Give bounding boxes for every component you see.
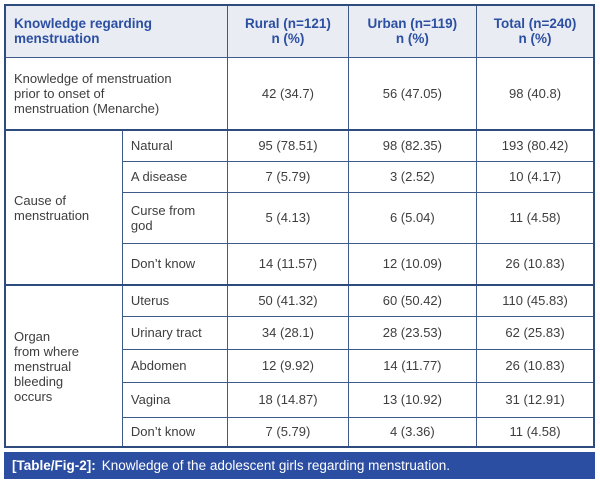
row-label-dont-know-cause: Don’t know	[121, 242, 229, 286]
column-header-rural: Rural (n=121) n (%)	[227, 4, 349, 58]
row-label-a-disease: A disease	[121, 160, 229, 193]
cell-total: 11 (4.58)	[476, 416, 595, 448]
cell-total: 26 (10.83)	[476, 348, 595, 383]
row-label-vagina: Vagina	[121, 381, 229, 418]
cell-urban: 3 (2.52)	[347, 160, 478, 193]
cell-rural: 12 (9.92)	[227, 348, 349, 383]
row-label-abdomen: Abdomen	[121, 348, 229, 383]
row-label-natural: Natural	[121, 129, 229, 162]
cell-rural: 95 (78.51)	[227, 129, 349, 162]
row-label-dont-know-organ: Don’t know	[121, 416, 229, 448]
row-label-urinary-tract: Urinary tract	[121, 315, 229, 350]
cell-rural: 5 (4.13)	[227, 191, 349, 244]
cell-rural: 7 (5.79)	[227, 416, 349, 448]
figure-caption: [Table/Fig-2]: Knowledge of the adolesce…	[4, 452, 595, 479]
cell-total: 62 (25.83)	[476, 315, 595, 350]
table-row: Don’t know 7 (5.79) 4 (3.36) 11 (4.58)	[5, 416, 595, 448]
cell-total: 11 (4.58)	[476, 191, 595, 244]
group-label-organ: Organ from where menstrual bleeding occu…	[4, 284, 123, 448]
cell-urban: 60 (50.42)	[347, 284, 478, 317]
column-header-total: Total (n=240) n (%)	[476, 4, 595, 58]
cell-total: 110 (45.83)	[476, 284, 595, 317]
cell-urban: 6 (5.04)	[347, 191, 478, 244]
cell-rural: 50 (41.32)	[227, 284, 349, 317]
row-label-curse-from-god: Curse from god	[121, 191, 229, 244]
table-row: Urinary tract 34 (28.1) 28 (23.53) 62 (2…	[5, 315, 595, 350]
cell-urban: 4 (3.36)	[347, 416, 478, 448]
table-row: Knowledge of menstruation prior to onset…	[4, 56, 595, 131]
cell-rural: 18 (14.87)	[227, 381, 349, 418]
cell-rural: 7 (5.79)	[227, 160, 349, 193]
cell-urban: 98 (82.35)	[347, 129, 478, 162]
cell-total: 31 (12.91)	[476, 381, 595, 418]
group-label-cause: Cause of menstruation	[4, 129, 123, 286]
row-label-menarche: Knowledge of menstruation prior to onset…	[4, 56, 229, 131]
cell-total: 26 (10.83)	[476, 242, 595, 286]
table-row: Organ from where menstrual bleeding occu…	[4, 284, 595, 448]
cell-urban: 14 (11.77)	[347, 348, 478, 383]
cell-rural: 42 (34.7)	[227, 56, 349, 131]
table-row: Abdomen 12 (9.92) 14 (11.77) 26 (10.83)	[5, 348, 595, 383]
table-row: Curse from god 5 (4.13) 6 (5.04) 11 (4.5…	[5, 191, 595, 244]
caption-tag: [Table/Fig-2]:	[12, 458, 96, 473]
knowledge-table: Knowledge regarding menstruation Rural (…	[4, 4, 595, 448]
caption-text: Knowledge of the adolescent girls regard…	[101, 458, 450, 473]
table-title-cell: Knowledge regarding menstruation	[4, 4, 229, 58]
cell-rural: 34 (28.1)	[227, 315, 349, 350]
cell-total: 193 (80.42)	[476, 129, 595, 162]
row-label-uterus: Uterus	[121, 284, 229, 317]
table-row: A disease 7 (5.79) 3 (2.52) 10 (4.17)	[5, 160, 595, 193]
table-row: Cause of menstruation Natural 95 (78.51)…	[4, 129, 595, 286]
header-row: Knowledge regarding menstruation Rural (…	[4, 4, 595, 58]
cell-rural: 14 (11.57)	[227, 242, 349, 286]
cell-urban: 56 (47.05)	[347, 56, 478, 131]
column-header-urban: Urban (n=119) n (%)	[347, 4, 478, 58]
cell-urban: 12 (10.09)	[347, 242, 478, 286]
cell-urban: 28 (23.53)	[347, 315, 478, 350]
cell-total: 10 (4.17)	[476, 160, 595, 193]
cell-total: 98 (40.8)	[476, 56, 595, 131]
cell-urban: 13 (10.92)	[347, 381, 478, 418]
